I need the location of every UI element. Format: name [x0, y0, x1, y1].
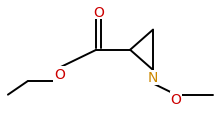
Text: O: O — [54, 67, 65, 81]
Text: O: O — [93, 6, 104, 19]
Text: O: O — [171, 92, 181, 106]
Text: N: N — [147, 71, 158, 84]
